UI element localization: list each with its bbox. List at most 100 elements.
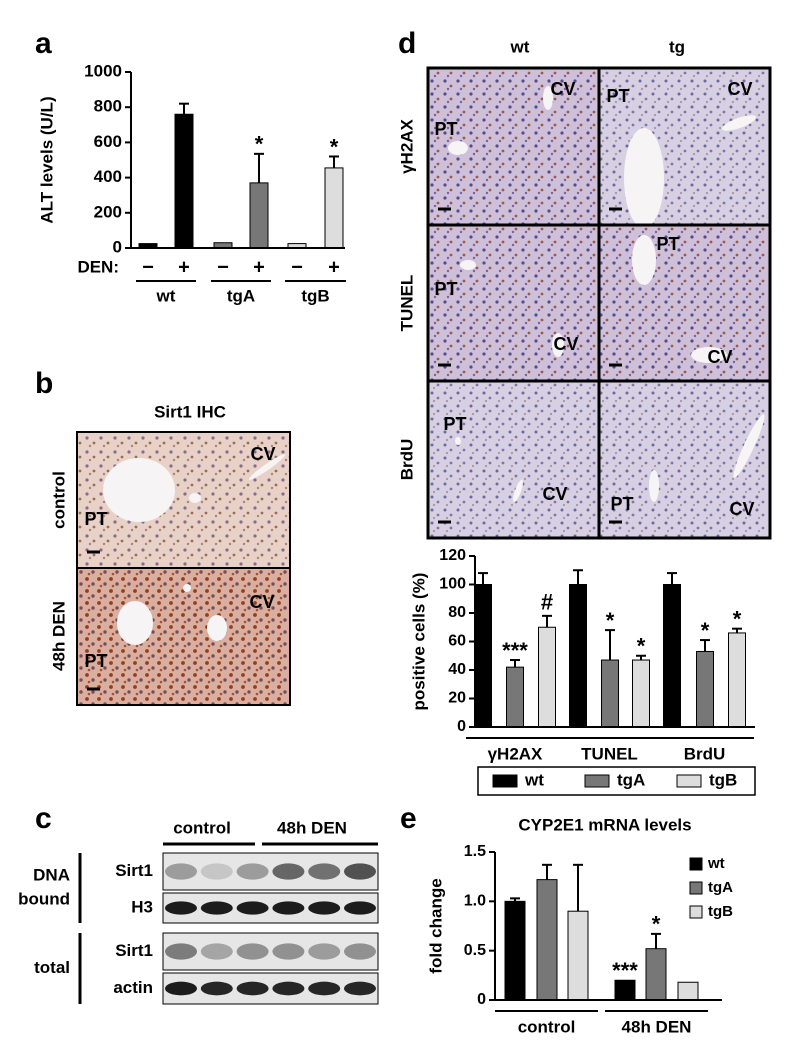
bar — [677, 981, 699, 1001]
column-label: tg — [669, 37, 685, 56]
blot-band — [165, 863, 197, 880]
legend-label: wt — [524, 770, 544, 789]
y-tick-label: 60 — [448, 633, 466, 650]
y-tick-label: 40 — [448, 661, 466, 678]
legend-swatch — [492, 774, 518, 788]
y-tick-label: 1.0 — [464, 893, 486, 910]
bar — [249, 182, 269, 249]
blot-band — [308, 981, 341, 996]
significance-marker: * — [637, 634, 646, 659]
y-tick-label: 120 — [439, 547, 466, 564]
bar — [601, 659, 619, 728]
vessel — [103, 458, 175, 522]
y-tick-label: 0 — [477, 991, 486, 1008]
significance-marker: *** — [502, 638, 528, 663]
x-tick-label: + — [253, 256, 265, 278]
vessel — [460, 260, 476, 270]
group-label: tgA — [227, 286, 255, 305]
significance-marker: *** — [612, 958, 638, 983]
y-tick-label: 600 — [94, 132, 122, 151]
y-tick-label: 0 — [113, 237, 122, 256]
blot-band — [344, 981, 376, 996]
row-label: control — [49, 471, 68, 529]
chart-title: CYP2E1 mRNA levels — [518, 815, 691, 834]
image-annotation: PT — [434, 119, 457, 139]
legend-label: tgA — [708, 879, 733, 896]
vessel — [721, 115, 757, 131]
row-label: 48h DEN — [49, 601, 68, 671]
significance-marker: * — [652, 912, 661, 937]
blot-band — [236, 863, 269, 880]
blot-strip — [162, 972, 379, 1005]
bar — [474, 584, 492, 728]
bar — [728, 632, 746, 728]
row-label: γH2AX — [397, 118, 416, 173]
image-annotation: CV — [707, 347, 732, 367]
y-tick-label: 20 — [448, 690, 466, 707]
vessel — [117, 601, 153, 645]
image-annotation: PT — [84, 651, 107, 671]
row-label: BrdU — [397, 439, 416, 481]
image-annotation: PT — [606, 86, 629, 106]
bar — [569, 584, 587, 728]
bar — [504, 900, 526, 1001]
column-label: control — [173, 818, 231, 837]
legend-swatch — [584, 774, 610, 788]
bar — [324, 167, 344, 249]
blot-band — [200, 863, 233, 880]
significance-marker: * — [606, 608, 615, 633]
group-label: total — [34, 958, 70, 977]
legend-box — [477, 766, 756, 796]
vessel — [543, 86, 553, 110]
vessel — [455, 437, 461, 445]
blot-band — [344, 943, 376, 960]
image-annotation: CV — [727, 79, 752, 99]
column-label: wt — [510, 37, 530, 56]
x-tick-label: control — [518, 1017, 576, 1036]
bar — [538, 626, 556, 728]
image-annotation: PT — [434, 279, 457, 299]
x-tick-label: TUNEL — [581, 744, 638, 763]
blot-band — [200, 981, 233, 996]
bar — [536, 879, 558, 1001]
image-annotation: CV — [550, 79, 575, 99]
image-annotation: CV — [250, 444, 275, 464]
x-tick-label: + — [328, 256, 340, 278]
blot-band — [272, 981, 305, 996]
blot-strip — [162, 892, 379, 924]
vessel — [649, 470, 659, 502]
group-label: DNA — [33, 865, 70, 884]
y-axis-label: positive cells (%) — [409, 573, 428, 711]
blot-band — [308, 901, 341, 915]
image-annotation: PT — [656, 234, 679, 254]
legend-swatch — [676, 774, 702, 788]
vessel — [733, 414, 765, 478]
vessel — [189, 493, 201, 503]
micrograph — [428, 381, 599, 538]
bar — [174, 113, 194, 249]
blot-band — [236, 901, 269, 915]
panel-letter: d — [398, 27, 416, 60]
panel-title: Sirt1 IHC — [154, 402, 226, 421]
blot-band — [272, 901, 305, 915]
blot-band — [236, 981, 269, 996]
image-annotation: CV — [729, 499, 754, 519]
legend-swatch — [689, 881, 703, 895]
blot-strip — [162, 852, 379, 891]
significance-marker: * — [701, 618, 710, 643]
x-tick-label: γH2AX — [488, 744, 543, 763]
blot-band — [308, 943, 341, 960]
bar — [614, 979, 636, 1001]
y-tick-label: 0.5 — [464, 942, 486, 959]
legend-swatch — [689, 905, 703, 919]
y-axis-label: fold change — [426, 878, 445, 973]
image-annotation: CV — [542, 484, 567, 504]
y-tick-label: 1000 — [84, 61, 122, 80]
legend-label: tgA — [617, 770, 645, 789]
panel-letter: e — [400, 802, 417, 835]
row-label: TUNEL — [397, 275, 416, 332]
image-annotation: CV — [553, 334, 578, 354]
group-label: tgB — [301, 286, 329, 305]
micrograph — [77, 568, 290, 705]
x-tick-label: − — [291, 256, 303, 278]
